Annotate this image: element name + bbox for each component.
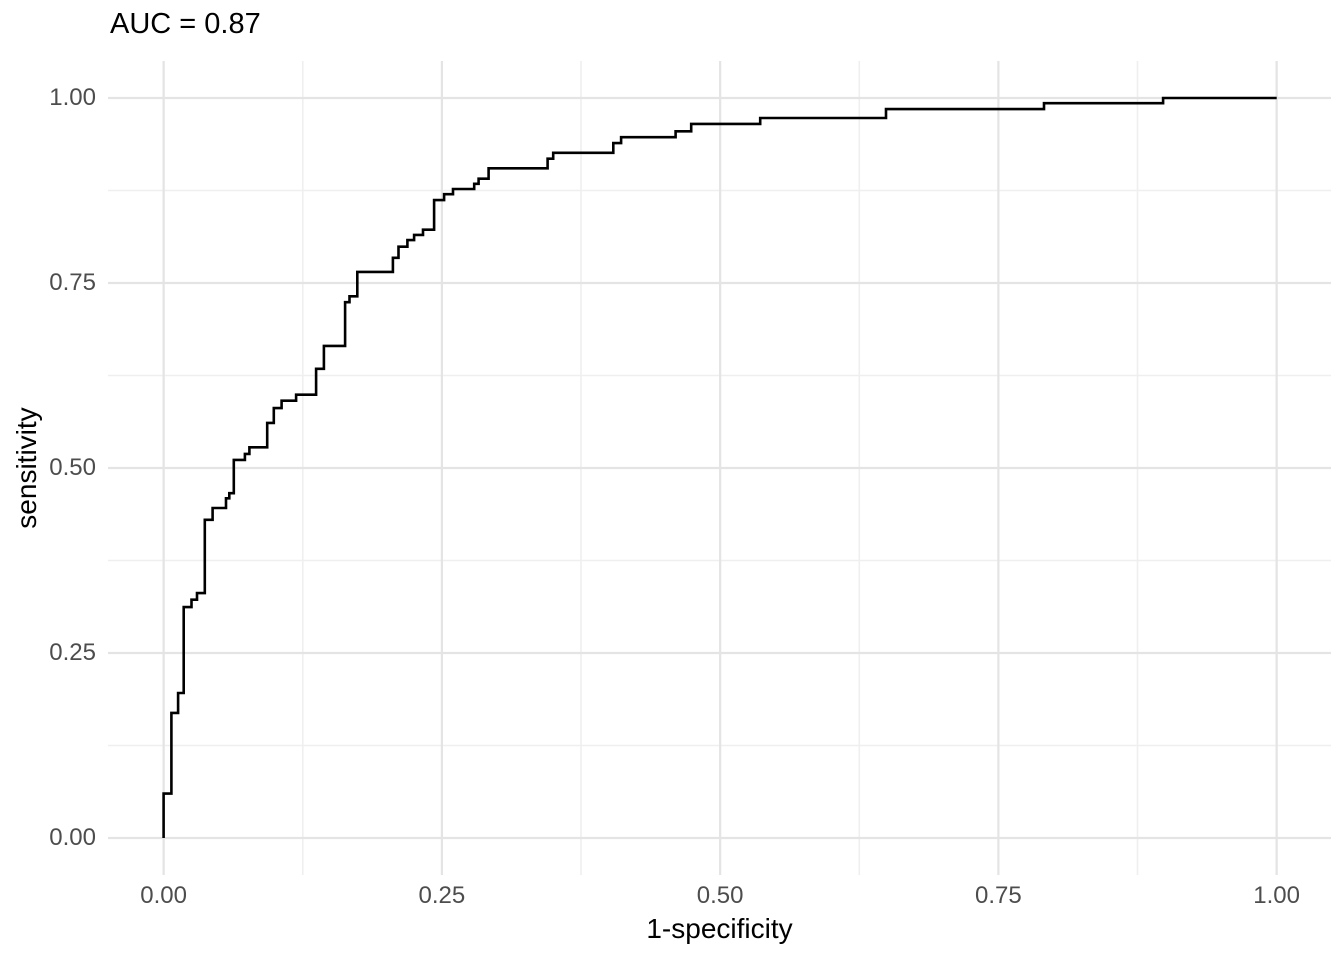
x-tick-label: 0.25	[418, 882, 466, 909]
y-tick-label: 0.25	[49, 639, 96, 666]
x-tick-label: 0.50	[696, 882, 744, 909]
plot-panel	[108, 61, 1331, 875]
x-tick-label: 0.75	[975, 882, 1022, 909]
y-tick-label: 0.00	[49, 824, 96, 851]
y-tick-label: 1.00	[49, 84, 96, 111]
y-tick-label: 0.50	[49, 454, 96, 481]
major-gridlines	[108, 61, 1331, 875]
x-tick-label: 1.00	[1253, 882, 1300, 909]
chart-title: AUC = 0.87	[110, 8, 261, 40]
roc-step-curve	[162, 96, 1277, 838]
y-tick-label: 0.75	[49, 269, 96, 296]
x-tick-label: 0.00	[140, 882, 187, 909]
x-axis-title: 1-specificity	[646, 913, 793, 944]
